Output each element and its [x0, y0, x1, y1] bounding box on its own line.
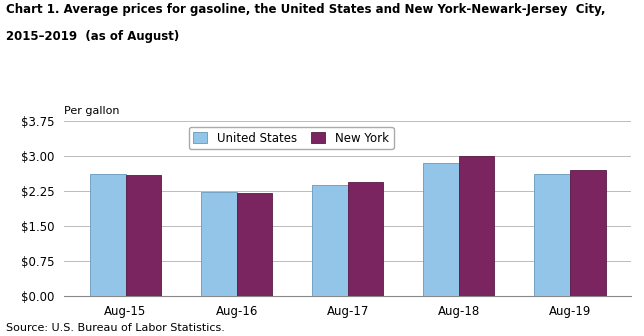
- Text: Per gallon: Per gallon: [64, 106, 120, 116]
- Bar: [312, 185, 348, 296]
- Text: Chart 1. Average prices for gasoline, the United States and New York-Newark-Jers: Chart 1. Average prices for gasoline, th…: [6, 3, 606, 16]
- Bar: [570, 170, 605, 296]
- Bar: [126, 175, 161, 296]
- Bar: [348, 182, 383, 296]
- Text: Source: U.S. Bureau of Labor Statistics.: Source: U.S. Bureau of Labor Statistics.: [6, 323, 225, 333]
- Bar: [459, 156, 495, 296]
- Bar: [90, 174, 126, 296]
- Bar: [535, 174, 570, 296]
- Bar: [236, 193, 272, 296]
- Bar: [201, 192, 236, 296]
- Legend: United States, New York: United States, New York: [189, 127, 393, 149]
- Text: 2015–2019  (as of August): 2015–2019 (as of August): [6, 30, 180, 43]
- Bar: [423, 163, 459, 296]
